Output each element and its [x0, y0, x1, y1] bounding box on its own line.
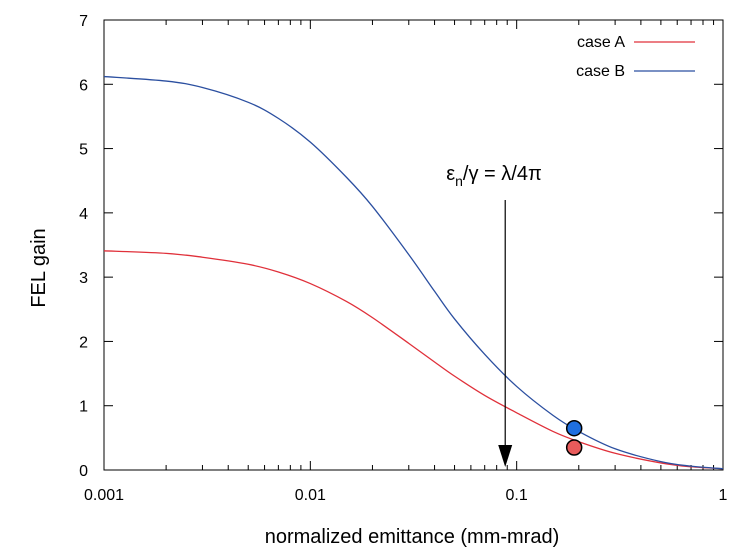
data-marker-1	[565, 419, 583, 437]
legend: case A case B	[576, 34, 695, 80]
x-tick-label: 0.1	[506, 487, 528, 504]
x-tick-label: 1	[719, 487, 728, 504]
x-tick-label: 0.001	[84, 487, 124, 504]
series-line-case-b	[103, 75, 724, 470]
y-axis-label: FEL gain	[28, 228, 50, 307]
y-tick-label: 6	[79, 77, 88, 94]
plot-frame	[103, 19, 724, 471]
marker-layer	[565, 419, 583, 456]
y-tick-label: 3	[79, 270, 88, 287]
y-tick-label: 0	[79, 463, 88, 480]
y-tick-label: 5	[79, 142, 88, 159]
series-line-case-a	[103, 250, 724, 470]
y-tick-label: 2	[79, 334, 88, 351]
data-marker-2	[565, 439, 583, 456]
x-tick-label: 0.01	[295, 487, 326, 504]
legend-label-case-a: case A	[577, 34, 625, 51]
plot-border	[103, 19, 724, 471]
x-axis-ticks: 0.001 0.01 0.1 1	[84, 20, 728, 504]
x-axis-label: normalized emittance (mm-mrad)	[265, 526, 560, 548]
annotation-label: εn/γ = λ/4π	[446, 163, 542, 189]
y-axis-ticks: 0 1 2 3 4 5 6 7	[79, 13, 723, 480]
y-tick-label: 7	[79, 13, 88, 30]
y-tick-label: 4	[79, 206, 88, 223]
annotation-layer: εn/γ = λ/4π	[446, 163, 542, 467]
legend-label-case-b: case B	[576, 63, 625, 80]
y-tick-label: 1	[79, 399, 88, 416]
series-layer	[103, 75, 724, 470]
annotation-arrow-head	[498, 445, 513, 467]
